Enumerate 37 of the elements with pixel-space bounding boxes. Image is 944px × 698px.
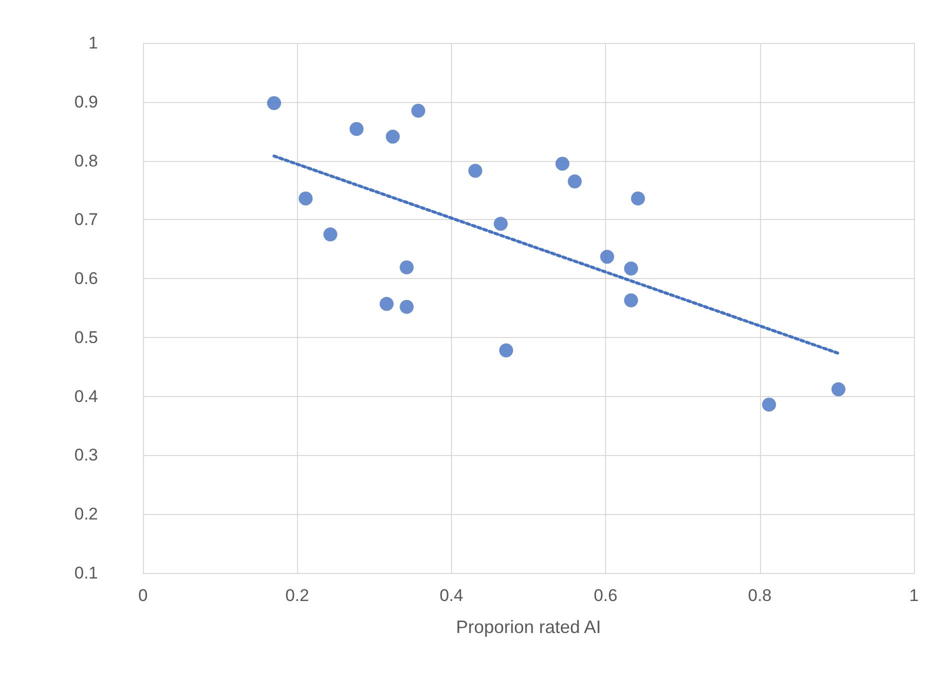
y-tick-label: 0.2	[74, 504, 98, 524]
y-tick-label: 0.9	[74, 92, 98, 112]
x-tick-label: 0.6	[594, 586, 618, 605]
y-tick-label: 0.1	[74, 564, 98, 582]
point	[624, 293, 638, 308]
point	[298, 191, 313, 206]
point	[411, 104, 426, 118]
point	[380, 296, 394, 311]
point	[468, 164, 482, 178]
x-axis-title: Proporion rated AI	[456, 617, 602, 637]
point	[386, 130, 400, 144]
x-tick-label: 0.4	[440, 586, 464, 605]
y-tick-label: 0.3	[74, 446, 98, 465]
point	[323, 227, 338, 242]
point	[630, 191, 645, 206]
point	[350, 122, 364, 136]
point	[400, 260, 414, 274]
x-tick-label: 0.2	[285, 586, 310, 605]
x-tick-label: 0.8	[748, 586, 772, 605]
point	[568, 174, 582, 188]
point	[400, 300, 414, 314]
y-tick-label: 0.6	[74, 269, 98, 288]
point	[494, 216, 508, 231]
y-tick-label: 0.5	[74, 328, 98, 347]
point	[555, 156, 570, 171]
x-tick-label: 0	[138, 586, 148, 605]
y-tick-label: 0.7	[74, 210, 98, 230]
point	[499, 343, 514, 358]
y-tick-label: 0.4	[74, 386, 98, 406]
point	[831, 382, 846, 396]
y-tick-label: 0.8	[74, 151, 98, 170]
x-tick-label: 1	[909, 586, 919, 605]
point	[762, 398, 776, 412]
point	[600, 250, 614, 264]
point	[624, 262, 638, 276]
y-tick-label: 1	[88, 34, 98, 52]
point	[267, 96, 282, 110]
